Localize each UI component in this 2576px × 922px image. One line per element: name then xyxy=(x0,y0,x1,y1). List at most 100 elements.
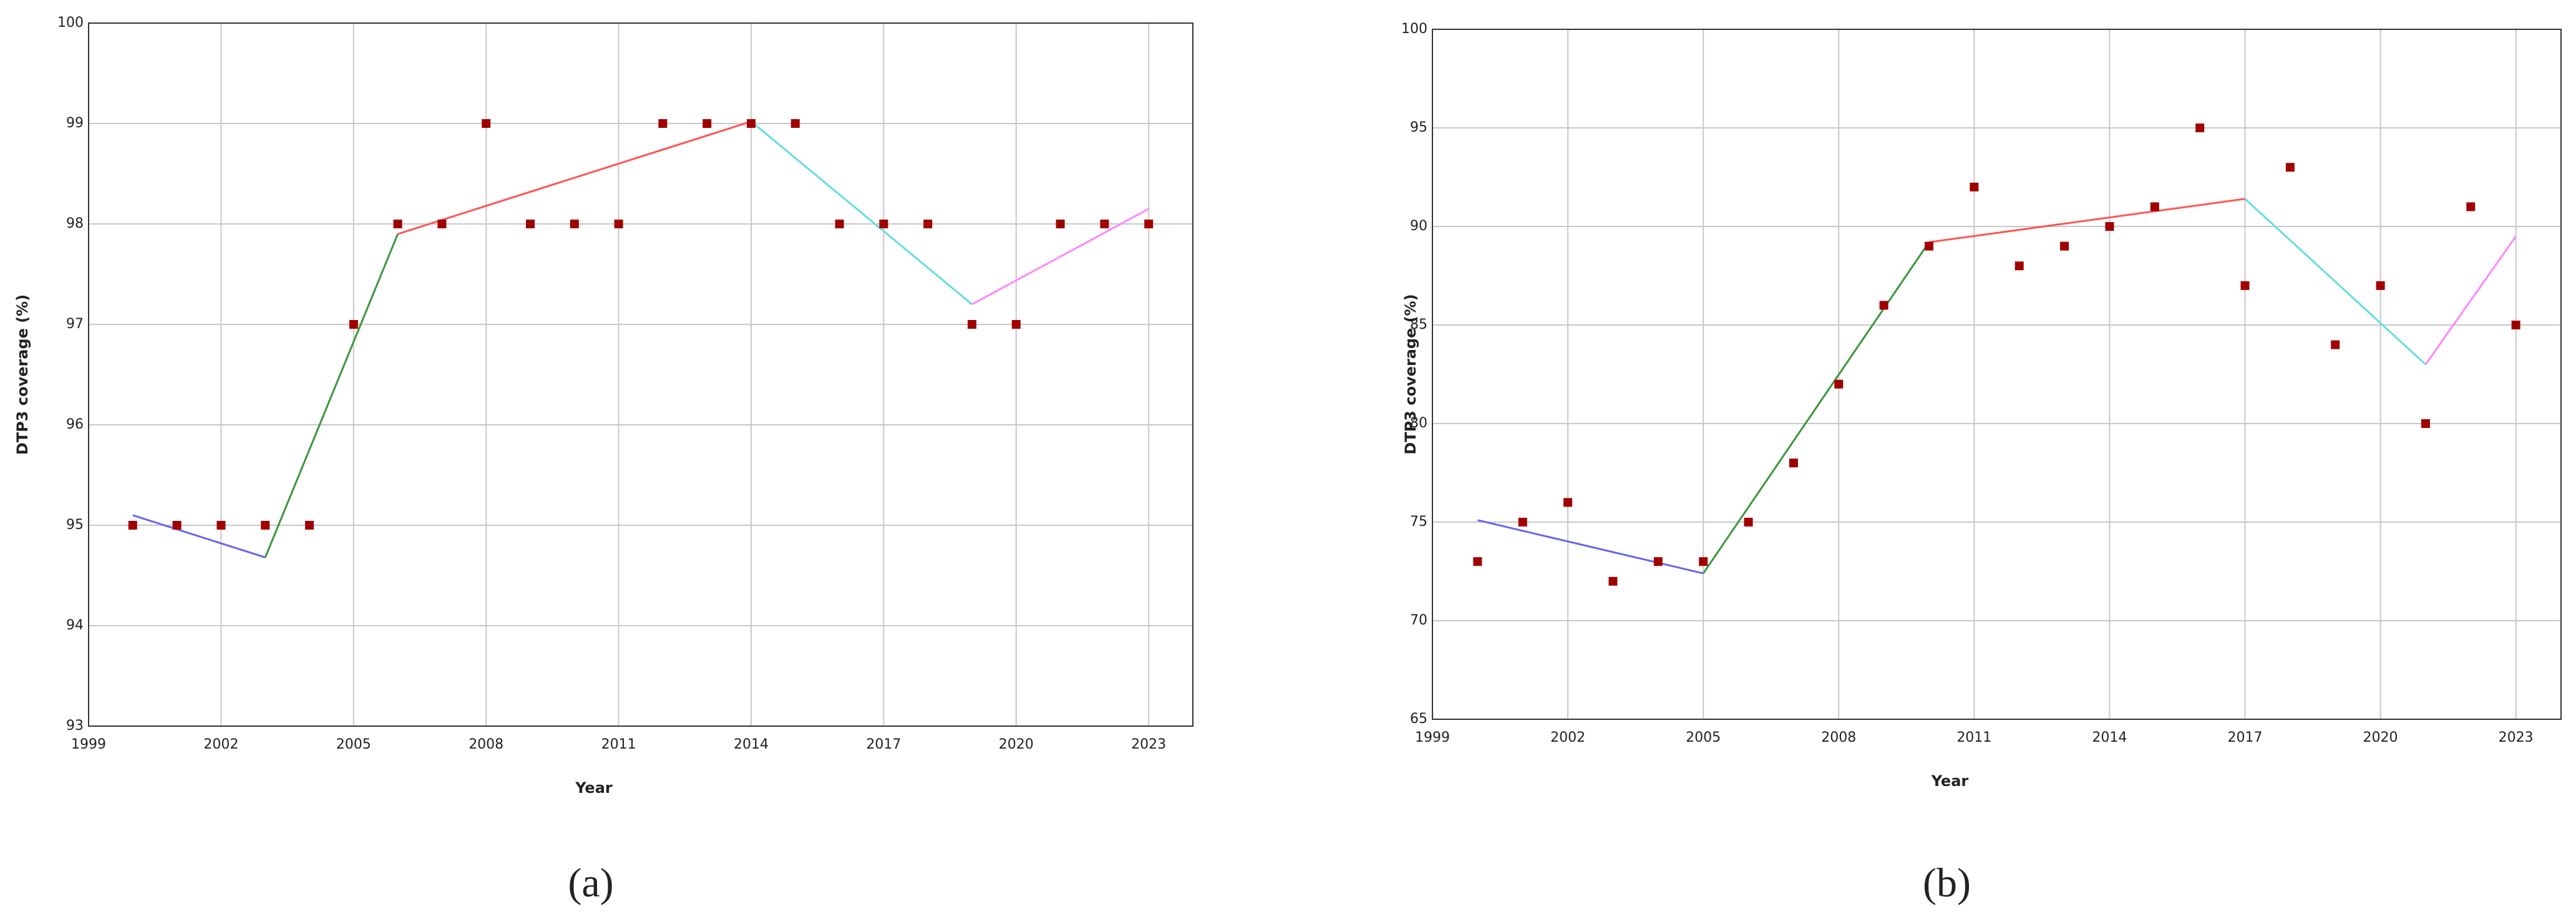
y-tick-label: 99 xyxy=(66,115,84,131)
data-point xyxy=(393,220,402,228)
data-point xyxy=(702,119,712,128)
caption: (b) xyxy=(1923,860,1971,906)
x-tick-label: 2017 xyxy=(866,737,901,752)
data-point xyxy=(1789,459,1798,468)
x-axis-title: Year xyxy=(1931,772,1969,790)
y-axis-title: DTP3 coverage (%) xyxy=(14,294,31,455)
data-point xyxy=(128,521,137,530)
data-point xyxy=(172,521,182,530)
trend-segment xyxy=(1477,519,1704,575)
data-point xyxy=(2150,202,2159,211)
data-point xyxy=(923,220,933,228)
x-tick-label: 1999 xyxy=(71,737,106,752)
y-tick-label: 97 xyxy=(66,316,84,332)
plot-border xyxy=(88,22,1193,727)
data-point xyxy=(349,320,358,329)
data-point xyxy=(216,521,226,530)
data-point xyxy=(570,220,579,228)
data-point xyxy=(437,220,447,228)
x-tick-label: 2002 xyxy=(203,737,238,752)
x-tick-label: 2008 xyxy=(1821,730,1856,745)
y-tick-label: 95 xyxy=(66,517,84,533)
data-point xyxy=(1744,518,1753,527)
data-point xyxy=(526,220,535,228)
data-point xyxy=(747,119,756,128)
data-point xyxy=(261,521,270,530)
caption: (a) xyxy=(568,860,613,906)
data-point xyxy=(1011,320,1021,329)
data-point xyxy=(1653,557,1663,566)
data-point xyxy=(482,119,491,128)
data-point xyxy=(879,220,888,228)
data-point xyxy=(1608,576,1618,586)
trend-segment xyxy=(264,233,399,558)
trend-segment xyxy=(2424,235,2517,366)
x-tick-label: 2011 xyxy=(1956,730,1991,745)
x-tick-label: 2017 xyxy=(2227,730,2262,745)
x-tick-label: 2008 xyxy=(469,737,503,752)
y-tick-label: 100 xyxy=(1401,21,1427,37)
y-tick-label: 93 xyxy=(66,718,84,734)
data-point xyxy=(968,320,976,329)
data-point xyxy=(2060,241,2069,251)
data-point xyxy=(1924,241,1933,251)
data-point xyxy=(1563,498,1573,507)
trend-segment xyxy=(751,120,973,305)
x-tick-label: 2014 xyxy=(734,737,769,752)
y-tick-label: 90 xyxy=(1410,218,1427,234)
trend-segment xyxy=(2244,198,2426,366)
data-point xyxy=(2511,321,2520,329)
data-point xyxy=(2421,419,2430,428)
trend-segment xyxy=(397,120,752,235)
y-tick-label: 100 xyxy=(57,15,84,31)
x-tick-label: 2023 xyxy=(1131,737,1166,752)
data-point xyxy=(1144,220,1154,228)
trend-segment xyxy=(971,208,1149,306)
y-axis-title: DTP3 coverage (%) xyxy=(1402,294,1419,454)
data-point xyxy=(1473,557,1482,566)
y-tick-label: 96 xyxy=(66,417,84,432)
x-tick-label: 2005 xyxy=(1686,730,1721,745)
data-point xyxy=(835,220,844,228)
y-tick-label: 95 xyxy=(1410,120,1427,135)
data-point xyxy=(1100,220,1109,228)
data-point xyxy=(658,119,668,128)
data-point xyxy=(2376,281,2385,290)
data-point xyxy=(2015,261,2024,271)
trend-segment xyxy=(1702,241,1930,575)
y-tick-label: 98 xyxy=(66,216,84,231)
data-point xyxy=(2105,222,2114,231)
data-point xyxy=(305,521,314,530)
data-point xyxy=(1834,379,1844,389)
data-point xyxy=(790,119,800,128)
x-tick-label: 1999 xyxy=(1415,730,1450,745)
data-point xyxy=(1518,518,1527,527)
plot-border xyxy=(1432,29,2562,720)
x-axis-title: Year xyxy=(575,779,613,797)
y-tick-label: 80 xyxy=(1410,415,1427,431)
y-tick-label: 94 xyxy=(66,618,84,633)
data-point xyxy=(1056,220,1065,228)
data-point xyxy=(2466,202,2476,211)
trend-segment xyxy=(132,514,266,558)
data-point xyxy=(614,220,623,228)
data-point xyxy=(2195,124,2205,132)
y-tick-label: 70 xyxy=(1410,613,1427,628)
data-point xyxy=(1970,182,1979,192)
y-tick-label: 85 xyxy=(1410,317,1427,332)
trend-segment xyxy=(1928,198,2245,243)
x-tick-label: 2014 xyxy=(2092,730,2127,745)
data-point xyxy=(2240,281,2250,290)
y-tick-label: 75 xyxy=(1410,514,1427,530)
x-tick-label: 2020 xyxy=(2363,730,2398,745)
data-point xyxy=(2331,340,2340,349)
data-point xyxy=(2285,163,2295,172)
x-tick-label: 2011 xyxy=(601,737,636,752)
data-point xyxy=(1699,557,1708,566)
x-tick-label: 2002 xyxy=(1550,730,1585,745)
x-tick-label: 2023 xyxy=(2499,730,2534,745)
data-point xyxy=(1879,301,1888,310)
x-tick-label: 2005 xyxy=(336,737,371,752)
x-tick-label: 2020 xyxy=(999,737,1034,752)
